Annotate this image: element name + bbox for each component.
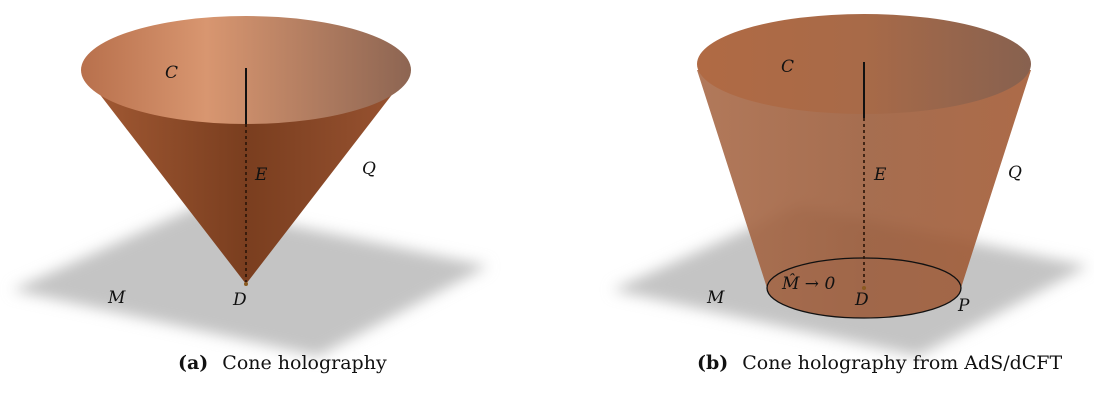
frustum-body-b: [697, 70, 1031, 318]
label-c-a: C: [165, 63, 178, 83]
label-m-a: M: [107, 288, 126, 308]
caption-a-text: Cone holography: [222, 352, 387, 374]
caption-a-tag: (a): [178, 352, 209, 374]
label-q-a: Q: [362, 159, 376, 179]
caption-b-tag: (b): [697, 352, 729, 374]
apex-point-a: [244, 282, 248, 286]
caption-b: (b) Cone holography from AdS/dCFT: [697, 352, 1062, 374]
label-e-a: E: [254, 165, 268, 185]
center-point-b: [862, 286, 866, 290]
caption-a: (a) Cone holography: [178, 352, 387, 374]
label-d-b: D: [854, 290, 869, 310]
label-q-b: Q: [1008, 163, 1022, 183]
label-d-a: D: [232, 290, 247, 310]
panel-a: C E Q M D: [12, 16, 488, 356]
plane-m-a: [12, 206, 488, 356]
caption-b-text: Cone holography from AdS/dCFT: [742, 352, 1063, 374]
label-e-b: E: [873, 165, 887, 185]
label-mhat-b: M̂ → 0: [781, 274, 835, 294]
panel-b: C E Q M M̂ → 0 D P: [612, 14, 1088, 356]
cone-body-a: [81, 70, 411, 284]
label-c-b: C: [781, 57, 794, 77]
label-m-b: M: [706, 288, 725, 308]
label-p-b: P: [957, 296, 970, 316]
